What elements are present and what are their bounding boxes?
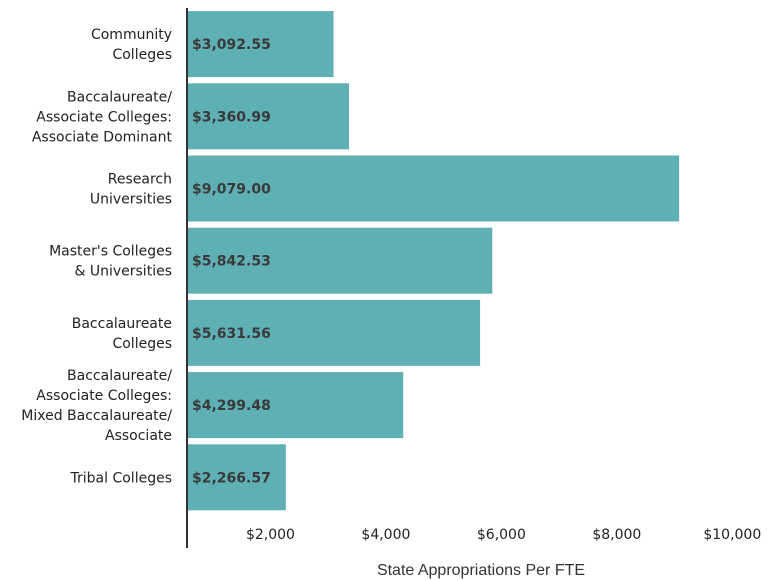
data-label-5: $4,299.48 (192, 398, 271, 414)
category-label-6: Tribal Colleges (70, 470, 172, 486)
category-label-1: Baccalaureate/Associate Colleges: Associa… (32, 89, 173, 145)
x-tick-label-2: $6,000 (477, 527, 526, 543)
x-axis-ticks: $2,000 $4,000 $6,000 $8,000 $10,000 (246, 527, 761, 543)
data-label-4: $5,631.56 (192, 326, 271, 342)
bar-0 (188, 11, 334, 78)
category-label-0: Community Colleges (91, 27, 172, 63)
data-label-3: $5,842.53 (192, 254, 271, 270)
data-label-2: $9,079.00 (192, 182, 271, 198)
data-label-1: $3,360.99 (192, 109, 271, 125)
bar-5 (188, 372, 404, 439)
x-tick-label-1: $4,000 (361, 527, 410, 543)
bar-6 (188, 444, 286, 511)
x-tick-label-4: $10,000 (703, 527, 761, 543)
category-label-2: Research Universities (90, 172, 172, 208)
bar-3 (188, 227, 493, 294)
category-labels: Community Colleges Baccalaureate/Associate… (21, 27, 172, 486)
x-axis-title: State Appropriations Per FTE (377, 562, 585, 579)
x-tick-label-3: $8,000 (592, 527, 641, 543)
bar-1 (188, 83, 350, 150)
bar-2 (188, 155, 680, 222)
data-label-6: $2,266.57 (192, 470, 271, 486)
category-label-3: Master's Colleges & Universities (49, 244, 172, 280)
data-labels: $3,092.55 $3,360.99 $9,079.00 $5,842.53 $5,6… (192, 37, 271, 486)
data-label-0: $3,092.55 (192, 37, 271, 53)
category-label-5: Baccalaureate/Associate Colleges: Mixed B… (21, 368, 172, 444)
bar-4 (188, 299, 481, 366)
x-tick-label-0: $2,000 (246, 527, 295, 543)
category-label-4: Baccalaureate Colleges (72, 316, 172, 352)
bars-group (188, 11, 680, 511)
